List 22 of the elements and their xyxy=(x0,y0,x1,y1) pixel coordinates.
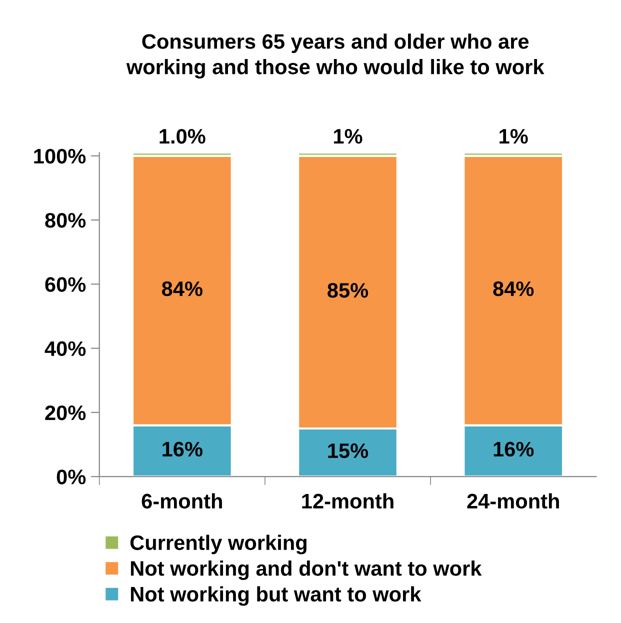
data-label: 84% xyxy=(493,281,534,296)
y-tick-label: 80% xyxy=(45,212,86,228)
y-tick-label: 20% xyxy=(45,405,86,420)
data-label: 1.0% xyxy=(160,128,206,144)
legend-label: Not working and don't want to work xyxy=(130,560,482,580)
y-tick-label: 40% xyxy=(44,341,86,356)
data-label: 15% xyxy=(328,443,368,458)
y-tick-label: 100% xyxy=(34,148,86,164)
x-tick-label: 6-month xyxy=(142,493,222,509)
data-label: 16% xyxy=(494,442,534,457)
x-tick-label: 24-month xyxy=(467,493,559,509)
y-tick-label: 60% xyxy=(45,277,86,292)
legend-label: Currently working xyxy=(130,534,306,554)
legend-label: Not working but want to work xyxy=(130,586,422,606)
chart-title: Consumers 65 years and older who are working and those who would like to work xyxy=(126,34,544,79)
data-label: 84% xyxy=(162,281,202,296)
y-tick-label: 0% xyxy=(56,470,86,484)
data-label: 1% xyxy=(500,129,528,144)
x-tick-label: 12-month xyxy=(302,493,394,509)
data-label: 16% xyxy=(162,442,202,457)
data-label: 85% xyxy=(328,283,368,298)
data-label: 1% xyxy=(334,129,362,144)
